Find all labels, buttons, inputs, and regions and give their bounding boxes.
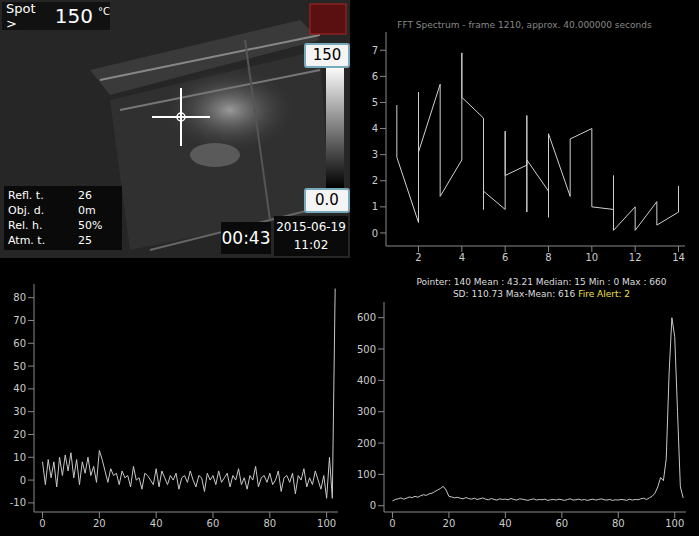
svg-text:20: 20 xyxy=(443,518,456,529)
svg-text:80: 80 xyxy=(263,518,276,529)
svg-text:40: 40 xyxy=(13,383,26,394)
svg-text:40: 40 xyxy=(499,518,512,529)
html-text:Rel. h.: Rel. h. xyxy=(8,219,43,232)
html-text:150: 150 xyxy=(312,46,342,64)
html-text:150: 150 xyxy=(54,4,93,28)
html-text:Spot >: Spot > xyxy=(6,1,36,31)
svg-text:200: 200 xyxy=(357,438,376,449)
html-text:Refl. t.: Refl. t. xyxy=(8,189,44,202)
html-text:0.0: 0.0 xyxy=(315,191,339,209)
svg-text:2: 2 xyxy=(415,252,421,263)
html-text:2015-06-19: 2015-06-19 xyxy=(276,220,346,234)
svg-text:100: 100 xyxy=(665,518,684,529)
svg-text:100: 100 xyxy=(357,469,376,480)
html-text:25: 25 xyxy=(78,234,92,247)
svg-text:80: 80 xyxy=(13,292,26,303)
svg-text:2: 2 xyxy=(372,175,378,186)
svg-text:14: 14 xyxy=(672,252,685,263)
html-text:50%: 50% xyxy=(78,219,103,232)
svg-text:40: 40 xyxy=(150,518,163,529)
svg-text:80: 80 xyxy=(612,518,625,529)
svg-text:0: 0 xyxy=(20,475,26,486)
svg-text:4: 4 xyxy=(459,252,465,263)
svg-text:8: 8 xyxy=(545,252,551,263)
svg-text:10: 10 xyxy=(585,252,598,263)
html-text:Obj. d.: Obj. d. xyxy=(8,204,45,217)
html-text:Pointer: 140 Mean : 43.21 Medi: Pointer: 140 Mean : 43.21 Median: 15 Min… xyxy=(416,277,667,287)
svg-text:50: 50 xyxy=(13,361,26,372)
html-text:11:02: 11:02 xyxy=(293,238,329,252)
svg-text:60: 60 xyxy=(13,338,26,349)
html-text:°C: °C xyxy=(98,6,110,17)
svg-text:-10: -10 xyxy=(10,497,26,508)
svg-text:12: 12 xyxy=(629,252,642,263)
svg-text:1: 1 xyxy=(372,201,378,212)
svg-text:6: 6 xyxy=(372,71,378,82)
html-text:Atm. t.: Atm. t. xyxy=(8,234,46,247)
svg-text:600: 600 xyxy=(357,312,376,323)
svg-text:400: 400 xyxy=(357,375,376,386)
svg-text:0: 0 xyxy=(370,500,376,511)
html-text:SD: 110.73 Max-Mean: 616 Fire: SD: 110.73 Max-Mean: 616 Fire Alert: 2 xyxy=(452,289,631,299)
html-text:00:43: 00:43 xyxy=(221,228,271,248)
svg-text:7: 7 xyxy=(372,45,378,56)
svg-text:70: 70 xyxy=(13,315,26,326)
svg-text:10: 10 xyxy=(13,452,26,463)
html-text:26: 26 xyxy=(78,189,92,202)
svg-text:20: 20 xyxy=(13,429,26,440)
svg-text:500: 500 xyxy=(357,344,376,355)
html-text:0m: 0m xyxy=(78,204,96,217)
svg-text:4: 4 xyxy=(372,123,378,134)
svg-text:100: 100 xyxy=(317,518,336,529)
svg-text:60: 60 xyxy=(555,518,568,529)
svg-text:60: 60 xyxy=(207,518,220,529)
svg-text:5: 5 xyxy=(372,97,378,108)
svg-text:6: 6 xyxy=(502,252,508,263)
svg-text:30: 30 xyxy=(13,406,26,417)
svg-text:20: 20 xyxy=(93,518,106,529)
html-text:FFT Spectrum - frame 1210, app: FFT Spectrum - frame 1210, approx. 40.00… xyxy=(397,20,652,30)
svg-text:0: 0 xyxy=(389,518,395,529)
svg-text:300: 300 xyxy=(357,406,376,417)
svg-text:0: 0 xyxy=(372,228,378,239)
svg-text:0: 0 xyxy=(39,518,45,529)
svg-text:3: 3 xyxy=(372,149,378,160)
